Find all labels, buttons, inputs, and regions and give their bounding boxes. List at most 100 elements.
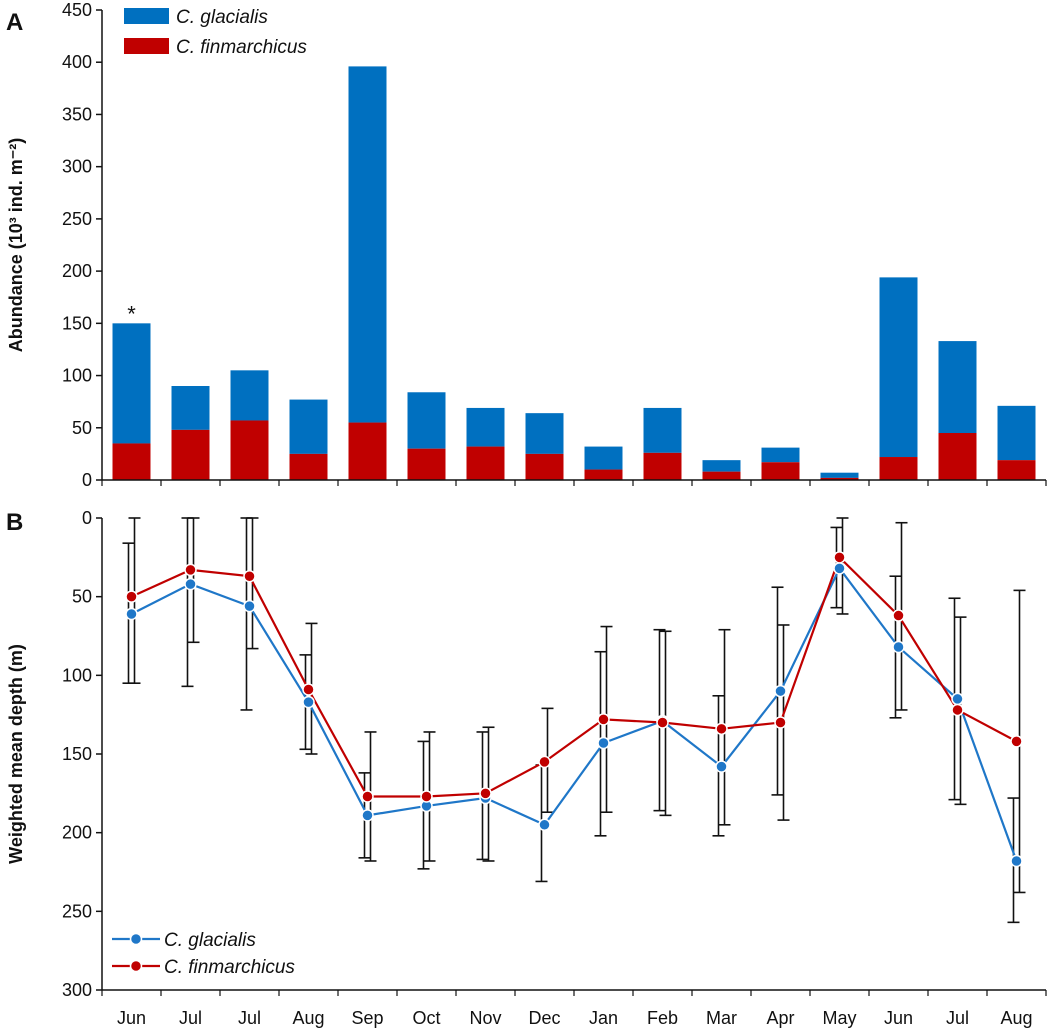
- bar-glacialis-15: [997, 405, 1036, 461]
- point-finmarchicus-11: [774, 716, 787, 729]
- panel-a-ytick-label-450: 450: [62, 0, 92, 20]
- bar-glacialis-11: [761, 447, 800, 463]
- point-finmarchicus-15: [1010, 735, 1023, 748]
- bar-glacialis-10: [702, 460, 741, 472]
- bar-glacialis-2: [230, 370, 269, 421]
- month-label-1: Jul: [179, 1008, 202, 1028]
- bar-glacialis-1: [171, 386, 210, 430]
- month-label-12: May: [822, 1008, 856, 1028]
- bar-finmarchicus-13: [879, 457, 918, 480]
- month-label-3: Aug: [292, 1008, 324, 1028]
- point-glacialis-10: [715, 760, 728, 773]
- legend-b-glacialis-label: C. glacialis: [164, 930, 256, 951]
- bar-finmarchicus-0: [112, 443, 151, 480]
- panel-a-ytick-label-400: 400: [62, 52, 92, 72]
- panel-b-ytick-label-150: 150: [62, 744, 92, 764]
- bar-glacialis-5: [407, 392, 446, 449]
- panel-a-ytick-label-150: 150: [62, 313, 92, 333]
- point-finmarchicus-1: [184, 563, 197, 577]
- point-glacialis-3: [302, 695, 315, 709]
- point-finmarchicus-0: [125, 590, 138, 603]
- bar-glacialis-14: [938, 341, 977, 433]
- bar-finmarchicus-2: [230, 420, 269, 480]
- point-glacialis-0: [125, 607, 138, 621]
- panel-a-y-label: Abundance (10³ ind. m⁻²): [6, 138, 26, 353]
- point-glacialis-11: [774, 684, 787, 698]
- point-glacialis-13: [892, 640, 905, 654]
- legend-a-glacialis-swatch: [124, 8, 169, 24]
- month-label-9: Feb: [647, 1008, 678, 1028]
- legend-b-finmarchicus-marker: [129, 959, 143, 973]
- bar-glacialis-9: [643, 407, 682, 453]
- panel-a-ytick-label-300: 300: [62, 157, 92, 177]
- point-finmarchicus-4: [361, 790, 374, 803]
- month-label-8: Jan: [589, 1008, 618, 1028]
- point-finmarchicus-8: [597, 713, 610, 726]
- month-label-13: Jun: [884, 1008, 913, 1028]
- point-glacialis-2: [243, 599, 256, 613]
- line-finmarchicus: [131, 555, 1018, 798]
- legend-a-finmarchicus-swatch: [124, 38, 169, 54]
- panel-a-ytick-label-250: 250: [62, 209, 92, 229]
- point-finmarchicus-10: [715, 722, 728, 736]
- bar-finmarchicus-9: [643, 452, 682, 480]
- bar-finmarchicus-5: [407, 448, 446, 480]
- point-finmarchicus-14: [951, 703, 964, 717]
- point-glacialis-12: [833, 562, 846, 575]
- month-label-6: Nov: [469, 1008, 501, 1028]
- panel-b-ytick-label-100: 100: [62, 665, 92, 685]
- month-label-0: Jun: [117, 1008, 146, 1028]
- point-finmarchicus-5: [420, 790, 433, 803]
- bar-glacialis-13: [879, 277, 918, 458]
- panel-a-label: A: [6, 9, 23, 36]
- bar-glacialis-7: [525, 413, 564, 454]
- month-label-10: Mar: [706, 1008, 737, 1028]
- point-finmarchicus-7: [538, 755, 551, 769]
- bar-finmarchicus-1: [171, 429, 210, 480]
- point-glacialis-7: [538, 818, 551, 832]
- bar-finmarchicus-10: [702, 471, 741, 480]
- panel-a-ytick-label-100: 100: [62, 366, 92, 386]
- point-glacialis-4: [361, 809, 374, 822]
- bar-glacialis-8: [584, 446, 623, 470]
- panel-b-ytick-label-250: 250: [62, 901, 92, 921]
- month-label-5: Oct: [412, 1008, 440, 1028]
- point-finmarchicus-2: [243, 569, 256, 583]
- panel-b-ytick-label-50: 50: [72, 587, 92, 607]
- point-finmarchicus-12: [833, 551, 846, 564]
- bar-finmarchicus-14: [938, 433, 977, 480]
- panel-a-ytick-label-0: 0: [82, 470, 92, 490]
- panel-b-ytick-label-300: 300: [62, 980, 92, 1000]
- bar-glacialis-6: [466, 407, 505, 447]
- point-finmarchicus-13: [892, 609, 905, 622]
- bar-glacialis-3: [289, 399, 328, 454]
- bar-finmarchicus-4: [348, 422, 387, 480]
- legend-a-glacialis-label: C. glacialis: [176, 7, 268, 28]
- point-finmarchicus-6: [479, 787, 492, 800]
- point-finmarchicus-9: [656, 716, 669, 729]
- point-glacialis-14: [951, 692, 964, 706]
- month-label-4: Sep: [351, 1008, 383, 1028]
- legend-b-glacialis-marker: [129, 932, 143, 946]
- bar-glacialis-4: [348, 66, 387, 423]
- month-label-2: Jul: [238, 1008, 261, 1028]
- bar-finmarchicus-7: [525, 453, 564, 480]
- point-glacialis-15: [1010, 854, 1023, 868]
- bar-finmarchicus-6: [466, 446, 505, 480]
- bar-glacialis-0: [112, 323, 151, 444]
- panel-b-ytick-label-0: 0: [82, 508, 92, 528]
- bar-finmarchicus-3: [289, 453, 328, 480]
- point-finmarchicus-3: [302, 683, 315, 696]
- legend-a-finmarchicus-label: C. finmarchicus: [176, 37, 307, 58]
- panel-a-ytick-label-50: 50: [72, 418, 92, 438]
- panel-b-ytick-label-200: 200: [62, 823, 92, 843]
- point-glacialis-8: [597, 736, 610, 750]
- panel-a-ytick-label-350: 350: [62, 104, 92, 124]
- bar-glacialis-12: [820, 472, 859, 478]
- month-label-11: Apr: [766, 1008, 794, 1028]
- bar-finmarchicus-12: [820, 477, 859, 480]
- bar-finmarchicus-8: [584, 469, 623, 480]
- panel-b-y-label: Weighted mean depth (m): [6, 644, 26, 864]
- month-label-14: Jul: [946, 1008, 969, 1028]
